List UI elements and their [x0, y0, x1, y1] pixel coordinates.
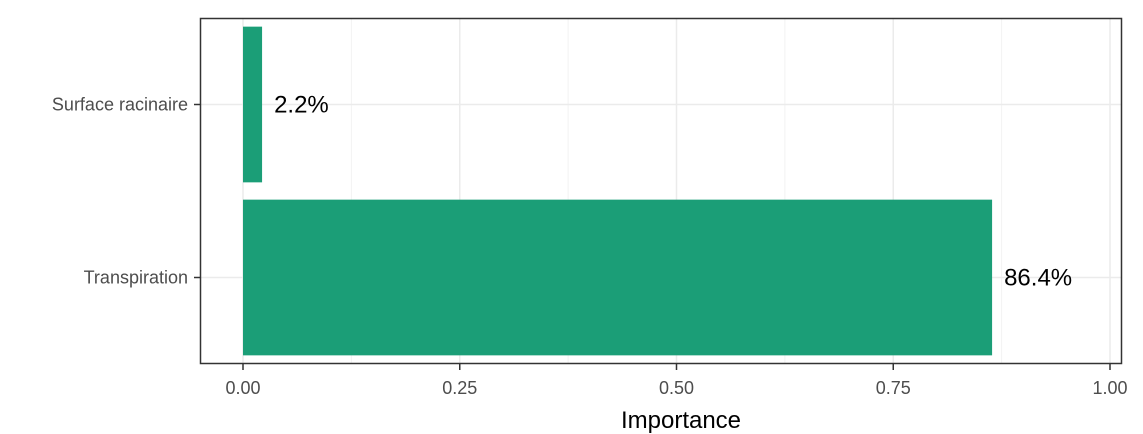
bar — [243, 26, 263, 183]
x-axis-title: Importance — [621, 407, 741, 434]
bars — [243, 26, 993, 356]
x-tick-label: 0.25 — [442, 378, 477, 398]
x-tick-label: 0.00 — [225, 378, 260, 398]
panel-border — [199, 17, 1123, 365]
x-axis: 0.00 0.25 0.50 0.75 1.00 — [225, 364, 1128, 398]
x-tick-label: 0.50 — [659, 378, 694, 398]
data-label: 86.4% — [1004, 265, 1072, 292]
x-tick-label: 0.75 — [876, 378, 911, 398]
y-tick-label: Transpiration — [84, 268, 188, 288]
y-axis: Surface racinaire Transpiration — [52, 95, 200, 288]
data-labels: 2.2% 86.4% — [274, 92, 1072, 292]
y-tick-label: Surface racinaire — [52, 95, 188, 115]
bar — [243, 199, 993, 356]
x-tick-label: 1.00 — [1092, 378, 1127, 398]
data-label: 2.2% — [274, 92, 329, 119]
